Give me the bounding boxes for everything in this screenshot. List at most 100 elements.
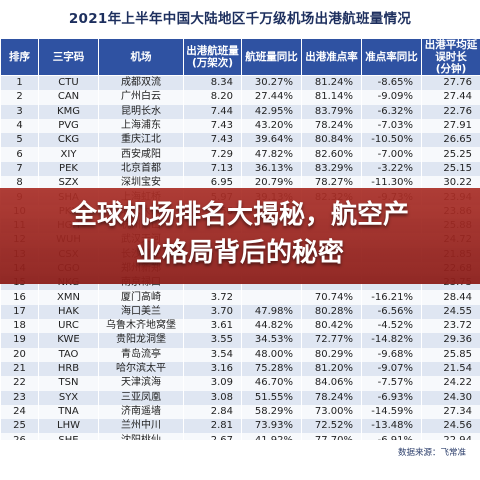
table-cell: 25.85 (421, 347, 480, 362)
table-cell: 哈尔滨太平 (98, 361, 184, 377)
table-cell: 成都双流 (98, 75, 184, 91)
table-cell: -14.82% (361, 333, 422, 348)
table-row: 22 TSN 天津滨海 3.09 46.70% 84.06% -7.57% 24.22 (0, 376, 480, 391)
table-cell: -7.00% (361, 147, 422, 162)
table-cell: 78.24% (301, 118, 362, 134)
table-cell: CTU (38, 75, 99, 91)
table-cell: 2 (0, 90, 39, 105)
table-cell: 贵阳龙洞堡 (98, 333, 184, 348)
table-cell: 海口美兰 (98, 304, 184, 320)
table-cell: KMG (38, 104, 99, 119)
table-cell: 乌鲁木齐地窝堡 (98, 319, 184, 334)
column-header: 机场 (98, 38, 184, 76)
table-cell: 34.53% (241, 333, 302, 348)
table-cell: 27.44 (421, 90, 480, 105)
table-cell: 21.54 (421, 361, 480, 377)
table-row: 20 TAO 青岛流亭 3.54 48.00% 80.29% -9.68% 25.85 (0, 347, 480, 362)
source-credit: 数据来源：飞常准 (397, 448, 466, 458)
table-cell: 29.36 (421, 333, 480, 348)
table-cell: 70.74% (301, 290, 362, 305)
table-cell: 28.44 (421, 290, 480, 305)
table-cell: 83.29% (301, 161, 362, 177)
table-row: 8 SZX 深圳宝安 6.95 20.79% 78.27% -11.30% 30.22 (0, 176, 480, 191)
table-cell: 北京首都 (98, 161, 184, 177)
table-row: 21 HRB 哈尔滨太平 3.16 75.28% 81.20% -9.07% 21.54 (0, 361, 480, 377)
table-cell: 8.34 (183, 75, 242, 91)
table-cell: 3.16 (183, 361, 242, 377)
table-cell: -16.21% (361, 290, 422, 305)
table-cell: 72.77% (301, 333, 362, 348)
table-cell: 80.84% (301, 133, 362, 148)
table-cell: 3.72 (183, 290, 242, 305)
table-cell: TSN (38, 376, 99, 391)
table-cell: 济南遥墙 (98, 404, 184, 420)
table-cell: XIY (38, 147, 99, 162)
table-cell: 8 (0, 176, 39, 191)
table-row: 17 HAK 海口美兰 3.70 47.98% 80.28% -6.56% 24.55 (0, 304, 480, 320)
table-cell: CAN (38, 90, 99, 105)
table-cell: 青岛流亭 (98, 347, 184, 362)
table-cell: 27.76 (421, 75, 480, 91)
table-cell: -7.57% (361, 376, 422, 391)
table-cell: LHW (38, 419, 99, 434)
table-row: 2 CAN 广州白云 8.20 27.44% 81.14% -9.09% 27.44 (0, 90, 480, 105)
table-cell: 44.82% (241, 319, 302, 334)
table-cell: 83.79% (301, 104, 362, 119)
table-cell: 6 (0, 147, 39, 162)
table-cell: 昆明长水 (98, 104, 184, 119)
table-cell: 24.22 (421, 376, 480, 391)
table-cell: 2.81 (183, 419, 242, 434)
headline-banner (0, 188, 480, 284)
table-cell: SZX (38, 176, 99, 191)
table-cell: 25.25 (421, 147, 480, 162)
table-cell: 82.60% (301, 147, 362, 162)
table-cell: -7.03% (361, 118, 422, 134)
table-cell: 西安咸阳 (98, 147, 184, 162)
table-cell: 8.20 (183, 90, 242, 105)
table-cell: PEK (38, 161, 99, 177)
table-cell: 23 (0, 390, 39, 405)
table-row: 18 URC 乌鲁木齐地窝堡 3.61 44.82% 80.42% -4.52% 23.72 (0, 319, 480, 334)
table-cell: CKG (38, 133, 99, 148)
table-cell: 24 (0, 404, 39, 420)
table-cell: HRB (38, 361, 99, 377)
table-cell: 58.29% (241, 404, 302, 420)
table-cell: 1 (0, 75, 39, 91)
column-header: 准点率同比 (361, 38, 422, 76)
table-cell: 47.82% (241, 147, 302, 162)
table-cell: 42.95% (241, 104, 302, 119)
table-cell: 3.08 (183, 390, 242, 405)
table-cell: 80.29% (301, 347, 362, 362)
table-cell: 5 (0, 133, 39, 148)
table-cell: 78.24% (301, 390, 362, 405)
table-cell: PVG (38, 118, 99, 134)
column-header: 三字码 (38, 38, 99, 76)
table-cell: 81.24% (301, 75, 362, 91)
table-cell: XMN (38, 290, 99, 305)
table-cell: 2.84 (183, 404, 242, 420)
table-row: 16 XMN 厦门高崎 3.72 70.74% -16.21% 28.44 (0, 290, 480, 305)
table-cell: 三亚凤凰 (98, 390, 184, 405)
table-cell: -11.30% (361, 176, 422, 191)
table-cell: 30.27% (241, 75, 302, 91)
table-cell: 46.70% (241, 376, 302, 391)
table-cell: -14.59% (361, 404, 422, 420)
table-cell: 80.28% (301, 304, 362, 320)
table-cell: 81.14% (301, 90, 362, 105)
table-cell: -3.22% (361, 161, 422, 177)
table-row: 23 SYX 三亚凤凰 3.08 51.55% 78.24% -6.93% 24.30 (0, 390, 480, 405)
table-cell: -9.09% (361, 90, 422, 105)
table-row: 1 CTU 成都双流 8.34 30.27% 81.24% -8.65% 27.76 (0, 75, 480, 91)
table-cell: -6.56% (361, 304, 422, 320)
table-cell: 84.06% (301, 376, 362, 391)
table-cell: 3.55 (183, 333, 242, 348)
table-cell (241, 290, 302, 305)
column-header: 出港平均延误时长 (分钟) (421, 38, 480, 76)
table-cell: 3.09 (183, 376, 242, 391)
table-cell: 47.98% (241, 304, 302, 320)
table-cell: 24.56 (421, 419, 480, 434)
table-cell: 上海浦东 (98, 118, 184, 134)
table-cell: -8.65% (361, 75, 422, 91)
table-cell: 兰州中川 (98, 419, 184, 434)
table-cell: 天津滨海 (98, 376, 184, 391)
